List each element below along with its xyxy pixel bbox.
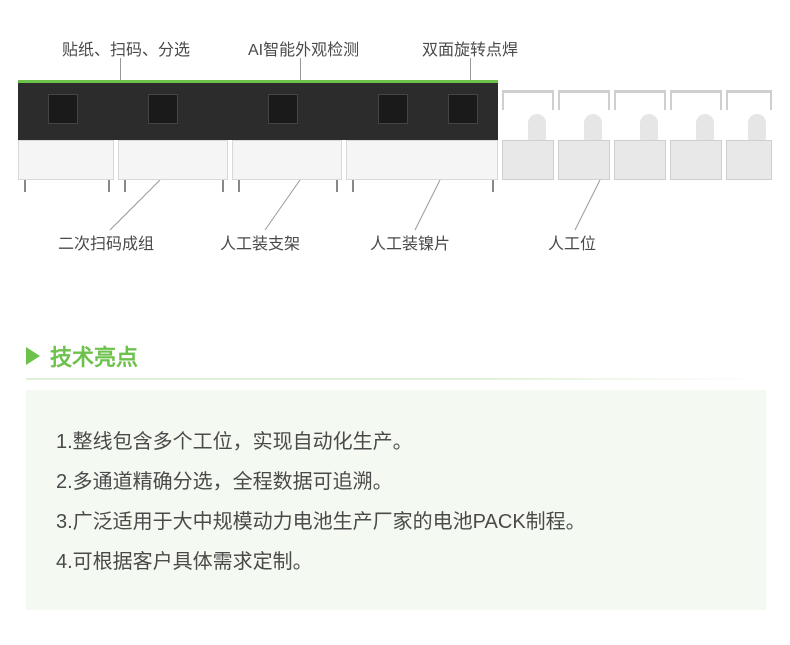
machine-base-3 <box>346 140 498 180</box>
production-line-diagram <box>18 80 772 210</box>
station-frame <box>670 90 722 93</box>
station-post <box>670 90 672 110</box>
station-post <box>552 90 554 110</box>
bottom-label-0: 二次扫码成组 <box>58 230 154 254</box>
station-post <box>664 90 666 110</box>
station-desk <box>614 140 666 180</box>
worker-station-3 <box>670 110 730 170</box>
bottom-label-1: 人工装支架 <box>220 230 300 254</box>
station-desk <box>726 140 772 180</box>
top-label-1: AI智能外观检测 <box>248 36 359 60</box>
machine-leg <box>238 180 240 192</box>
machine-leg <box>492 180 494 192</box>
station-desk <box>670 140 722 180</box>
worker-station-1 <box>558 110 618 170</box>
station-post <box>720 90 722 110</box>
unit-screen-2 <box>268 94 298 124</box>
station-post <box>770 90 772 110</box>
machine-leg <box>24 180 26 192</box>
machine-base-2 <box>232 140 342 180</box>
bullet-item: 1.整线包含多个工位，实现自动化生产。 <box>56 422 736 462</box>
machine-base-1 <box>118 140 228 180</box>
station-frame <box>726 90 772 93</box>
machine-enclosure <box>18 80 498 140</box>
worker-station-2 <box>614 110 674 170</box>
machine-leg <box>108 180 110 192</box>
machine-leg <box>124 180 126 192</box>
station-frame <box>502 90 554 93</box>
station-frame <box>558 90 610 93</box>
bullet-item: 3.广泛适用于大中规模动力电池生产厂家的电池PACK制程。 <box>56 502 736 542</box>
station-post <box>614 90 616 110</box>
leader-top-0 <box>120 58 121 80</box>
bottom-label-3: 人工位 <box>548 230 596 254</box>
unit-screen-0 <box>48 94 78 124</box>
station-post <box>558 90 560 110</box>
station-frame <box>614 90 666 93</box>
highlights-panel: 1.整线包含多个工位，实现自动化生产。 2.多通道精确分选，全程数据可追溯。 3… <box>26 390 766 610</box>
worker-icon <box>584 114 602 142</box>
worker-icon <box>528 114 546 142</box>
worker-icon <box>696 114 714 142</box>
machine-leg <box>222 180 224 192</box>
unit-screen-4 <box>448 94 478 124</box>
worker-station-4 <box>726 110 786 170</box>
section-title: 技术亮点 <box>50 340 138 372</box>
station-post <box>608 90 610 110</box>
machine-leg <box>352 180 354 192</box>
worker-station-0 <box>502 110 562 170</box>
unit-screen-3 <box>378 94 408 124</box>
top-label-0: 贴纸、扫码、分选 <box>62 36 190 60</box>
station-desk <box>558 140 610 180</box>
unit-screen-1 <box>148 94 178 124</box>
leader-top-1 <box>300 58 301 80</box>
worker-icon <box>748 114 766 142</box>
section-header: 技术亮点 <box>26 340 138 372</box>
accent-strip <box>18 80 498 83</box>
section-underline <box>26 378 766 380</box>
station-desk <box>502 140 554 180</box>
leader-top-2 <box>470 58 471 80</box>
station-post <box>726 90 728 110</box>
machine-base-0 <box>18 140 114 180</box>
bottom-label-2: 人工装镍片 <box>370 230 450 254</box>
station-post <box>502 90 504 110</box>
bullet-item: 2.多通道精确分选，全程数据可追溯。 <box>56 462 736 502</box>
machine-leg <box>336 180 338 192</box>
bullet-item: 4.可根据客户具体需求定制。 <box>56 542 736 582</box>
triangle-icon <box>26 347 40 365</box>
worker-icon <box>640 114 658 142</box>
top-label-2: 双面旋转点焊 <box>422 36 518 60</box>
